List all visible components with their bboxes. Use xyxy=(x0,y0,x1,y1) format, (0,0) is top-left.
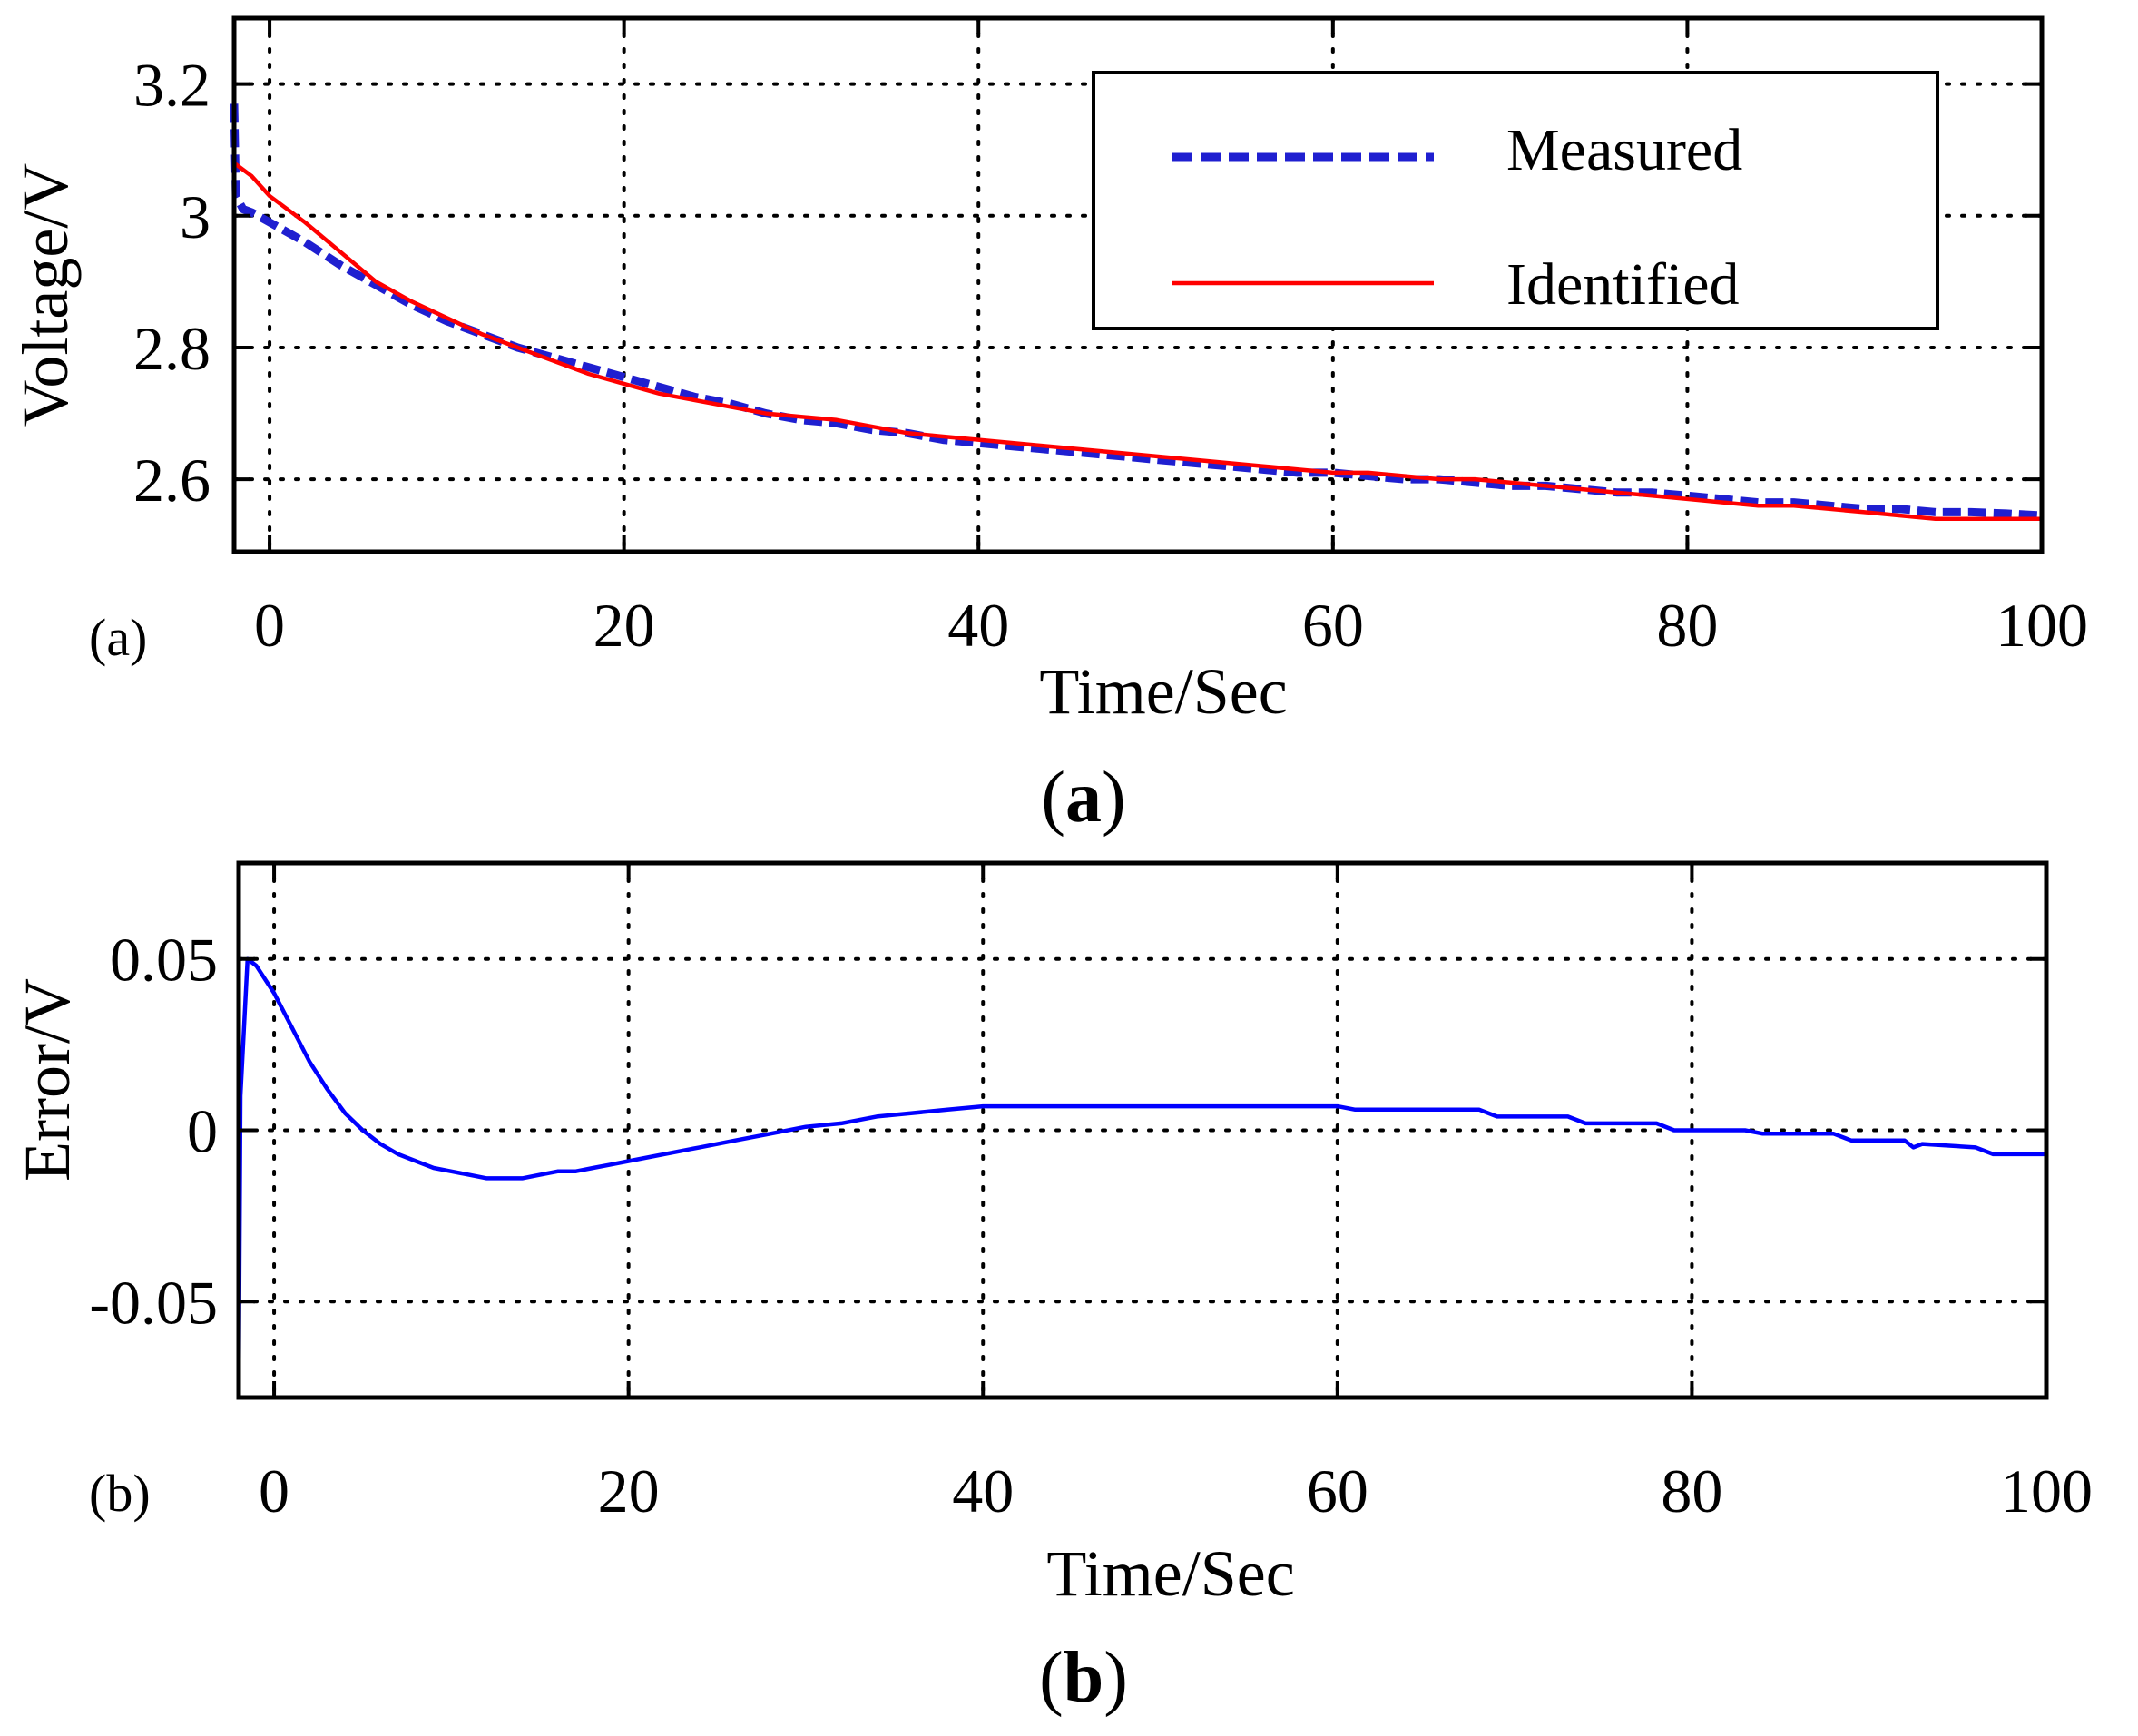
plot-frame-b xyxy=(236,860,2049,1400)
y-tick-label-b: 0 xyxy=(187,1097,218,1166)
x-tick-label-a: 80 xyxy=(1656,591,1718,660)
x-tick-label-b: 80 xyxy=(1661,1456,1722,1525)
caption-a: (a) xyxy=(1041,758,1125,838)
panel-a: 0 20 40 60 80 100 2.6 2.8 3 3.2 (a) Time/Sec Volt… xyxy=(9,15,2088,838)
x-tick-label-b: 40 xyxy=(952,1456,1014,1525)
caption-a-letter: a xyxy=(1065,758,1102,838)
series-line-identified xyxy=(232,161,2042,521)
caption-a-close: ) xyxy=(1102,758,1126,838)
y-tick-label-b: -0.05 xyxy=(89,1268,218,1337)
caption-b-letter: b xyxy=(1064,1638,1104,1718)
x-axis-title-b: Time/Sec xyxy=(1046,1537,1294,1610)
legend-box xyxy=(1092,71,1939,330)
caption-b-open: ( xyxy=(1039,1638,1064,1718)
legend-label-identified: Identified xyxy=(1506,251,1740,318)
panel-b: 0 20 40 60 80 100 -0.05 0 0.05 (b) Time/Sec Erro… xyxy=(11,860,2093,1718)
series-line-measured xyxy=(230,103,2043,520)
x-tick-label-b: 60 xyxy=(1307,1456,1368,1525)
y-tick-label-a: 2.6 xyxy=(133,446,211,515)
caption-a-open: ( xyxy=(1041,758,1065,838)
x-tick-label-a: 100 xyxy=(1996,591,2088,660)
lines-b xyxy=(236,956,2046,1398)
ticks-b: 0 20 40 60 80 100 -0.05 0 0.05 xyxy=(89,863,2093,1525)
y-tick-label-a: 2.8 xyxy=(133,314,211,383)
y-tick-label-a: 3.2 xyxy=(133,51,211,120)
y-tick-label-a: 3 xyxy=(180,182,211,251)
x-tick-label-b: 0 xyxy=(259,1456,289,1525)
y-axis-title-a: Voltage/V xyxy=(9,163,82,427)
y-axis-title-b: Error/V xyxy=(11,978,83,1182)
plot-frame-a xyxy=(231,15,2045,554)
x-axis-title-a: Time/Sec xyxy=(1039,655,1287,728)
series-line-error xyxy=(236,956,2046,1398)
caption-b-close: ) xyxy=(1103,1638,1128,1718)
x-tick-label-a: 40 xyxy=(947,591,1009,660)
panel-tag-a: (a) xyxy=(89,608,147,667)
lines-a xyxy=(230,103,2043,521)
legend-label-measured: Measured xyxy=(1506,117,1742,183)
x-tick-label-a: 60 xyxy=(1302,591,1364,660)
caption-b: (b) xyxy=(1039,1638,1128,1718)
y-tick-label-b: 0.05 xyxy=(110,926,218,995)
grid-b xyxy=(237,861,2048,1399)
x-tick-label-a: 20 xyxy=(593,591,655,660)
legend: Measured Identified xyxy=(1092,71,1939,330)
x-tick-label-a: 0 xyxy=(254,591,285,660)
x-tick-label-b: 100 xyxy=(2000,1456,2093,1525)
panel-tag-b: (b) xyxy=(89,1464,151,1523)
ticks-a: 0 20 40 60 80 100 2.6 2.8 3 3.2 xyxy=(133,18,2088,660)
x-tick-label-b: 20 xyxy=(598,1456,660,1525)
